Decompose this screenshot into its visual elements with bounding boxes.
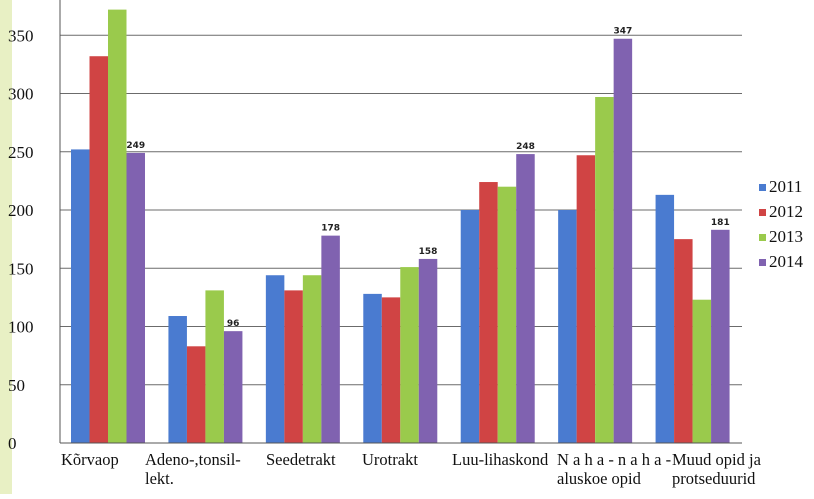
legend-label: 2014 xyxy=(769,252,804,271)
x-category-label: Adeno-,tonsil- xyxy=(145,450,241,469)
bar-2011-2 xyxy=(265,275,285,443)
left-accent-strip xyxy=(0,0,12,494)
bar-2013-3 xyxy=(400,267,419,443)
data-label: 96 xyxy=(227,319,240,329)
data-label: 181 xyxy=(711,218,730,228)
bar-2014-2 xyxy=(321,235,340,443)
bar-2011-0 xyxy=(71,149,90,444)
legend-label: 2011 xyxy=(769,177,802,196)
axes: 0 50 100 150 200 250 300 350 xyxy=(8,0,742,453)
y-tick-label: 50 xyxy=(8,376,25,395)
bar-2014-5 xyxy=(613,38,633,444)
bar-2014-1 xyxy=(223,331,243,443)
bar-2012-4 xyxy=(479,182,498,444)
legend-swatch xyxy=(759,234,766,241)
data-label: 249 xyxy=(126,141,145,151)
y-tick-label: 100 xyxy=(8,318,34,337)
legend-label: 2012 xyxy=(769,202,803,221)
bar-2012-3 xyxy=(381,297,401,443)
bar-2012-2 xyxy=(284,290,303,443)
x-category-label: protseduurid xyxy=(672,469,756,488)
x-category-label: aluskoe opid xyxy=(557,469,642,488)
x-category-label: Muud opid ja xyxy=(672,450,762,469)
y-tick-label: 200 xyxy=(8,201,34,220)
category-labels: Kõrvaop Adeno-,tonsil-lekt. Seedetrakt Urot… xyxy=(61,450,762,488)
bar-2013-5 xyxy=(595,96,614,444)
y-tick-label: 0 xyxy=(8,434,17,453)
bar-2012-5 xyxy=(576,155,596,443)
y-tick-label: 250 xyxy=(8,143,34,162)
data-labels: 249 96 178 158 248 347 181 xyxy=(126,27,729,329)
x-category-label: N a h a - n a h a - xyxy=(557,450,671,469)
bar-2012-0 xyxy=(89,56,108,443)
legend-swatch xyxy=(759,259,766,266)
x-category-label: lekt. xyxy=(145,469,174,488)
legend-swatch xyxy=(759,184,766,191)
y-tick-label: 150 xyxy=(8,259,34,278)
bar-2011-5 xyxy=(558,210,577,443)
bar-2013-6 xyxy=(692,299,712,443)
bar-2013-1 xyxy=(205,290,224,443)
x-category-label: Luu-lihaskond xyxy=(452,450,549,469)
y-tick-label: 300 xyxy=(8,85,34,104)
data-label: 248 xyxy=(516,142,535,152)
bar-2014-6 xyxy=(711,229,730,443)
legend-label: 2013 xyxy=(769,227,803,246)
bar-2012-6 xyxy=(674,239,693,443)
bar-2013-2 xyxy=(302,275,322,443)
y-tick-label: 350 xyxy=(8,26,34,45)
bar-2013-4 xyxy=(497,186,517,443)
legend: 2011 2012 2013 2014 xyxy=(759,177,804,271)
x-category-label: Seedetrakt xyxy=(266,450,336,469)
bar-2014-4 xyxy=(516,154,535,443)
bar-2011-1 xyxy=(168,316,187,443)
data-label: 158 xyxy=(419,247,438,257)
data-label: 347 xyxy=(613,27,632,37)
bar-2011-6 xyxy=(655,194,675,443)
bar-2014-3 xyxy=(418,258,438,443)
bar-2012-1 xyxy=(186,346,206,443)
data-label: 178 xyxy=(321,224,340,234)
x-category-label: Kõrvaop xyxy=(61,450,119,469)
bar-2011-4 xyxy=(460,210,480,443)
bar-2013-0 xyxy=(108,9,127,444)
x-category-label: Urotrakt xyxy=(362,450,418,469)
bar-2014-0 xyxy=(126,152,145,444)
bar-2011-3 xyxy=(363,293,382,443)
bars xyxy=(71,9,730,444)
legend-swatch xyxy=(759,209,766,216)
